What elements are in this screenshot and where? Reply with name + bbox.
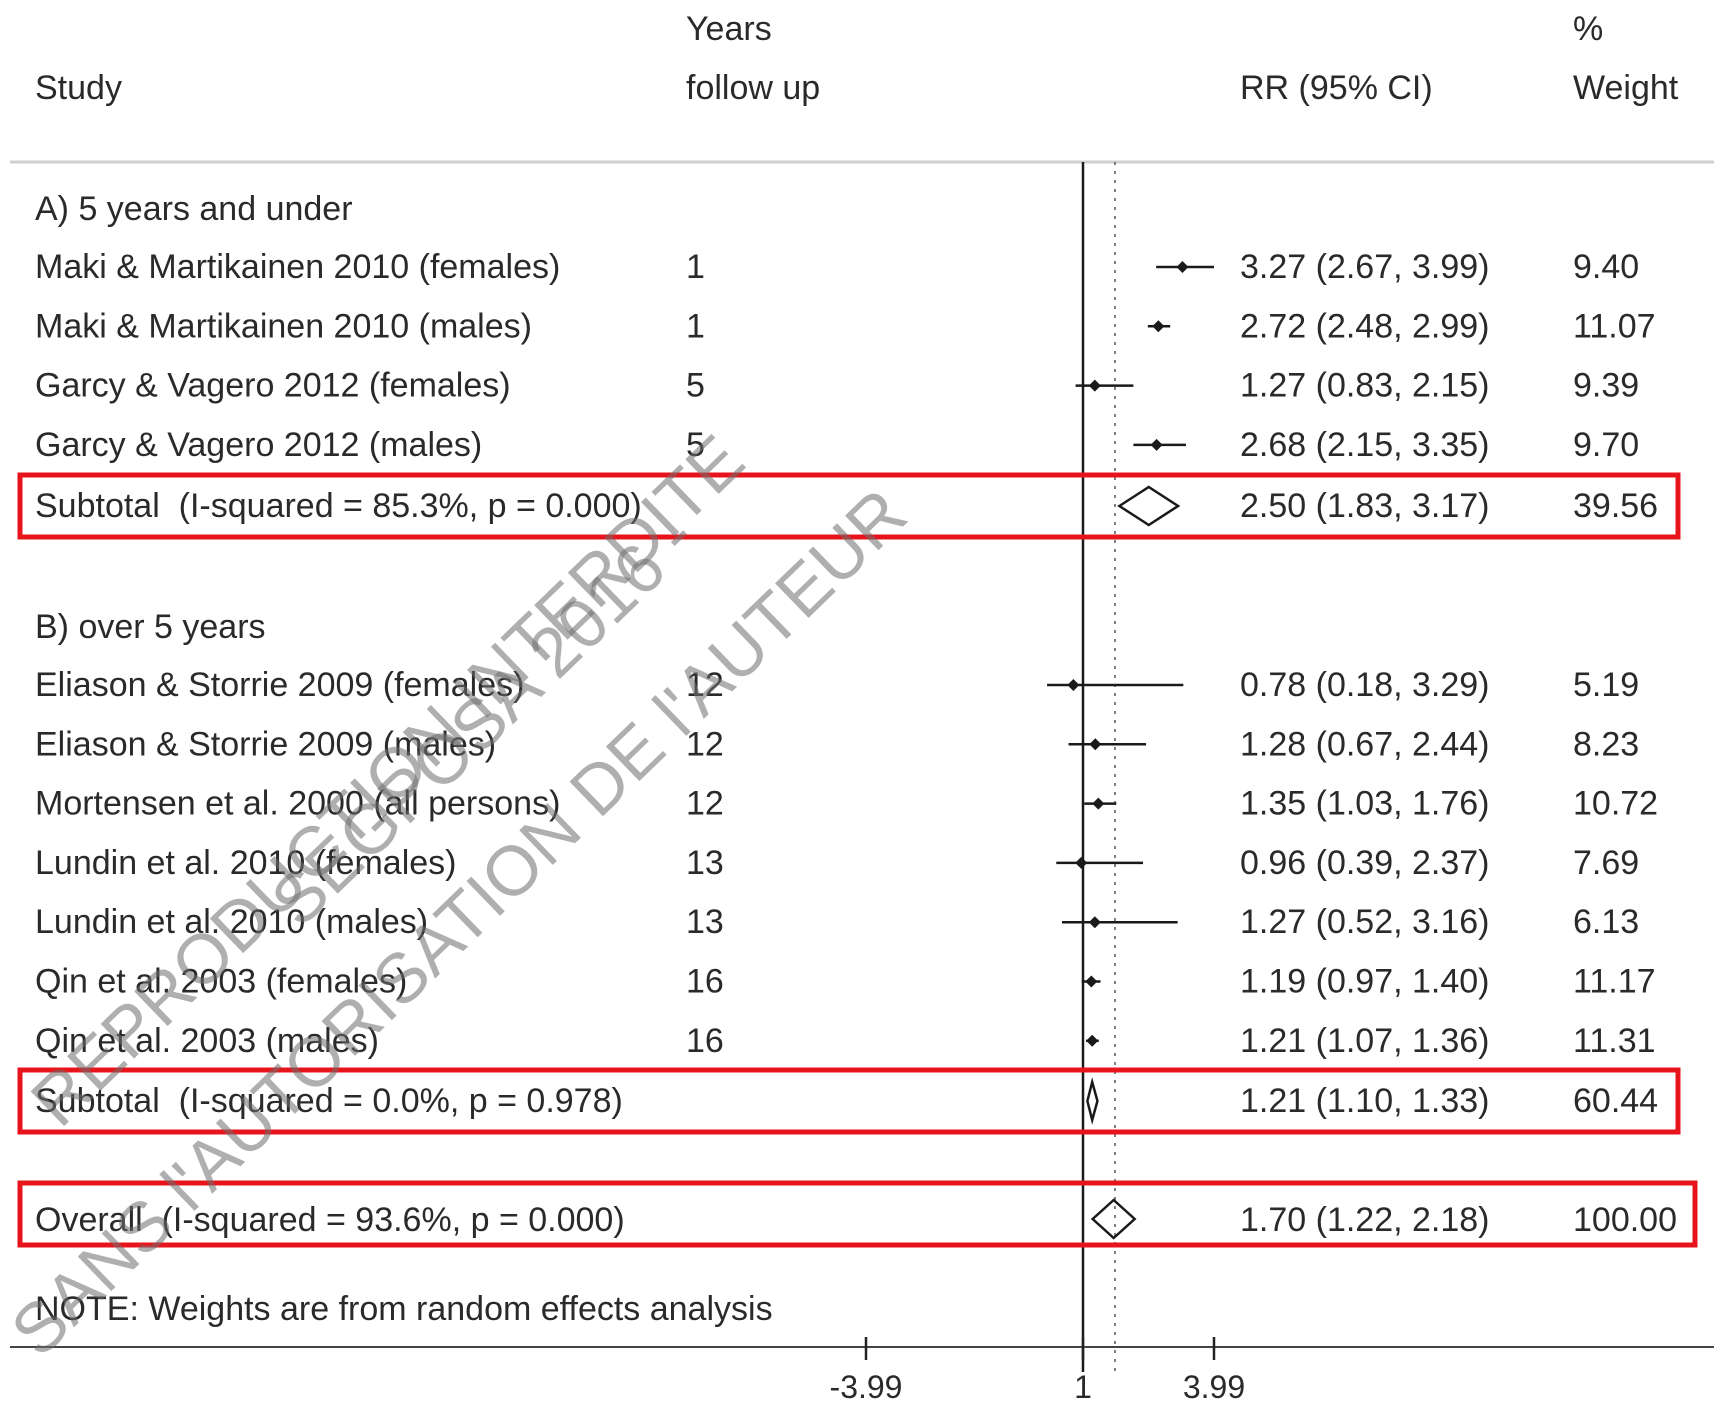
study-name-b-2: Mortensen et al. 2000 (all persons) [35, 785, 560, 823]
subtotal-b-label: Subtotal (I-squared = 0.0%, p = 0.978) [35, 1082, 623, 1120]
study-weight-b-0: 5.19 [1573, 666, 1639, 704]
overall-ci: 1.70 (1.22, 2.18) [1240, 1201, 1490, 1239]
overall-highlight [17, 1180, 1698, 1248]
subtotal-a-diamond [1117, 485, 1181, 527]
subtotal-b-highlight [17, 1067, 1681, 1135]
study-ci-text-b-4: 1.27 (0.52, 3.16) [1240, 903, 1490, 941]
study-weight-a-3: 9.70 [1573, 426, 1639, 464]
study-ci-text-a-1: 2.72 (2.48, 2.99) [1240, 307, 1490, 345]
study-weight-b-3: 7.69 [1573, 844, 1639, 882]
study-ci-text-b-1: 1.28 (0.67, 2.44) [1240, 725, 1490, 763]
study-years-a-3: 5 [686, 426, 705, 464]
study-name-b-4: Lundin et al. 2010 (males) [35, 903, 428, 941]
overall-diamond [1090, 1198, 1137, 1240]
study-years-b-5: 16 [686, 963, 724, 1001]
header-years-line2: follow up [686, 69, 820, 107]
study-name-a-2: Garcy & Vagero 2012 (females) [35, 367, 511, 405]
study-name-b-5: Qin et al. 2003 (females) [35, 963, 407, 1001]
subtotal-b-ci: 1.21 (1.10, 1.33) [1240, 1082, 1490, 1120]
study-name-b-6: Qin et al. 2003 (males) [35, 1022, 379, 1060]
study-ci-text-b-6: 1.21 (1.07, 1.36) [1240, 1022, 1490, 1060]
study-years-b-2: 12 [686, 785, 724, 823]
study-ci-text-b-3: 0.96 (0.39, 2.37) [1240, 844, 1490, 882]
study-years-b-1: 12 [686, 725, 724, 763]
subtotal-a-ci: 2.50 (1.83, 3.17) [1240, 487, 1490, 525]
study-years-b-0: 12 [686, 666, 724, 704]
subtotal-a-highlight [17, 472, 1681, 540]
subtotal-a-label: Subtotal (I-squared = 85.3%, p = 0.000) [35, 487, 642, 525]
header-study: Study [35, 69, 122, 107]
study-name-a-1: Maki & Martikainen 2010 (males) [35, 307, 532, 345]
study-point-a-0 [1176, 261, 1189, 273]
study-name-a-3: Garcy & Vagero 2012 (males) [35, 426, 482, 464]
study-years-a-1: 1 [686, 307, 705, 345]
study-weight-b-2: 10.72 [1573, 785, 1658, 823]
analysis-note: NOTE: Weights are from random effects an… [35, 1290, 773, 1328]
header-weight-line1: % [1573, 10, 1603, 48]
group-label-b: B) over 5 years [35, 608, 266, 646]
subtotal-b-diamond [1086, 1077, 1099, 1125]
overall-weight: 100.00 [1573, 1201, 1677, 1239]
study-weight-b-1: 8.23 [1573, 725, 1639, 763]
group-label-a: A) 5 years and under [35, 190, 353, 228]
study-weight-b-4: 6.13 [1573, 903, 1639, 941]
study-ci-text-b-0: 0.78 (0.18, 3.29) [1240, 666, 1490, 704]
study-name-b-0: Eliason & Storrie 2009 (females) [35, 666, 524, 704]
overall-label: Overall (I-squared = 93.6%, p = 0.000) [35, 1201, 625, 1239]
x-tick-label-center: 1 [1074, 1369, 1092, 1402]
study-name-a-0: Maki & Martikainen 2010 (females) [35, 248, 560, 286]
subtotal-a-weight: 39.56 [1573, 487, 1658, 525]
study-name-b-1: Eliason & Storrie 2009 (males) [35, 725, 496, 763]
study-point-b-2 [1092, 797, 1105, 810]
study-point-b-4 [1088, 916, 1101, 929]
study-rows-b: Eliason & Storrie 2009 (females) 12 0.78 (… [35, 666, 1658, 1060]
study-name-b-3: Lundin et al. 2010 (females) [35, 844, 456, 882]
x-tick-label-left: -3.99 [830, 1369, 903, 1402]
study-ci-text-a-3: 2.68 (2.15, 3.35) [1240, 426, 1490, 464]
header-rr: RR (95% CI) [1240, 69, 1433, 107]
study-ci-text-a-0: 3.27 (2.67, 3.99) [1240, 248, 1490, 286]
study-ci-text-b-2: 1.35 (1.03, 1.76) [1240, 785, 1490, 823]
study-ci-text-a-2: 1.27 (0.83, 2.15) [1240, 367, 1490, 405]
study-point-b-6 [1086, 1034, 1099, 1047]
study-point-b-1 [1089, 738, 1102, 751]
study-weight-a-2: 9.39 [1573, 367, 1639, 405]
study-years-b-3: 13 [686, 844, 724, 882]
study-point-a-1 [1152, 320, 1165, 333]
header-years-line1: Years [686, 10, 772, 48]
study-years-a-0: 1 [686, 248, 705, 286]
study-point-b-0 [1067, 679, 1080, 691]
study-years-a-2: 5 [686, 367, 705, 405]
study-weight-a-0: 9.40 [1573, 248, 1639, 286]
study-ci-text-b-5: 1.19 (0.97, 1.40) [1240, 963, 1490, 1001]
study-weight-b-6: 11.31 [1573, 1022, 1656, 1060]
study-rows-a: Maki & Martikainen 2010 (females) 1 3.27 (… [35, 248, 1656, 464]
study-point-a-3 [1150, 438, 1163, 451]
study-years-b-6: 16 [686, 1022, 724, 1060]
study-point-b-5 [1085, 975, 1098, 988]
x-tick-label-right: 3.99 [1183, 1369, 1245, 1402]
study-weight-a-1: 11.07 [1573, 307, 1656, 345]
subtotal-b-weight: 60.44 [1573, 1082, 1658, 1120]
study-weight-b-5: 11.17 [1573, 963, 1656, 1001]
header-weight-line2: Weight [1573, 69, 1679, 107]
study-point-b-3 [1075, 856, 1088, 869]
study-point-a-2 [1088, 379, 1101, 392]
study-years-b-4: 13 [686, 903, 724, 941]
